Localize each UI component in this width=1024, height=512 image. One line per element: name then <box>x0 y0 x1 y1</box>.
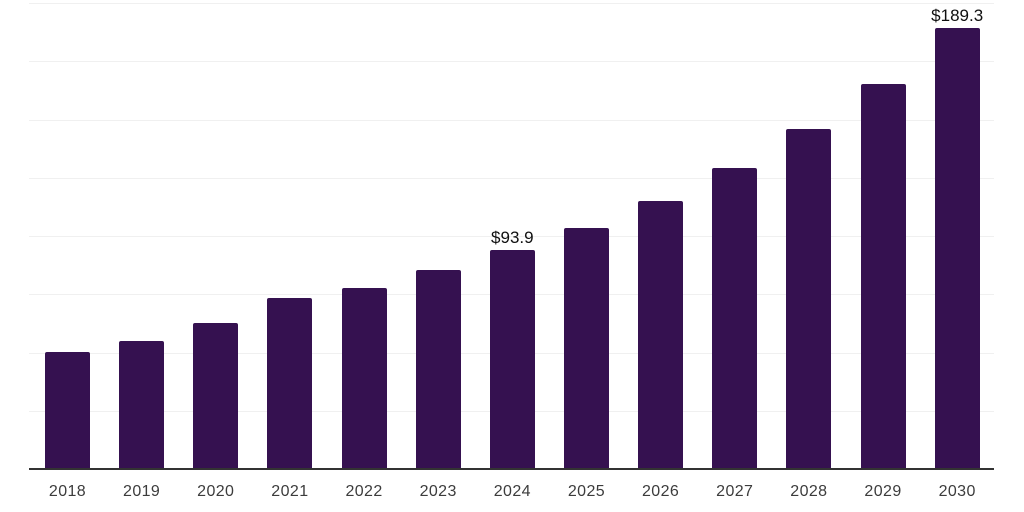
x-axis-label-2022: 2022 <box>345 483 383 500</box>
x-axis-label-2018: 2018 <box>48 483 87 500</box>
x-axis-line <box>29 468 994 470</box>
gridline-175 <box>29 61 994 63</box>
gridline-200 <box>29 3 994 4</box>
bar-2023 <box>415 270 461 469</box>
x-axis-label-2026: 2026 <box>642 483 680 500</box>
bar-2029 <box>860 83 906 469</box>
bar-2020 <box>193 323 239 469</box>
x-axis-label-2020: 2020 <box>197 483 235 500</box>
value-label-2024: $93.9 <box>491 228 534 248</box>
x-axis-label-2023: 2023 <box>419 483 457 500</box>
gridline-150 <box>29 119 994 121</box>
bar-2028 <box>786 129 832 469</box>
x-axis-label-2028: 2028 <box>790 483 828 500</box>
x-axis-label-2021: 2021 <box>271 483 309 500</box>
x-axis-label-2029: 2029 <box>864 483 902 500</box>
bar-2026 <box>638 200 684 469</box>
bar-2018 <box>45 352 90 469</box>
x-axis-label-2024: 2024 <box>493 483 531 500</box>
x-axis-label-2027: 2027 <box>716 483 754 500</box>
x-axis-label-2019: 2019 <box>123 483 161 500</box>
bar-2019 <box>119 340 165 469</box>
bar-2030 <box>934 27 980 469</box>
bar-2027 <box>712 168 758 469</box>
gridline-125 <box>29 177 994 179</box>
bar-2022 <box>341 287 387 469</box>
bar-2024 <box>489 250 535 469</box>
bar-2025 <box>563 228 609 469</box>
value-label-2030: $189.3 <box>931 5 984 25</box>
gridline-100 <box>29 236 994 237</box>
x-axis-label-2030: 2030 <box>938 483 976 500</box>
x-axis-label-2025: 2025 <box>567 483 606 500</box>
bar-2021 <box>267 297 313 469</box>
